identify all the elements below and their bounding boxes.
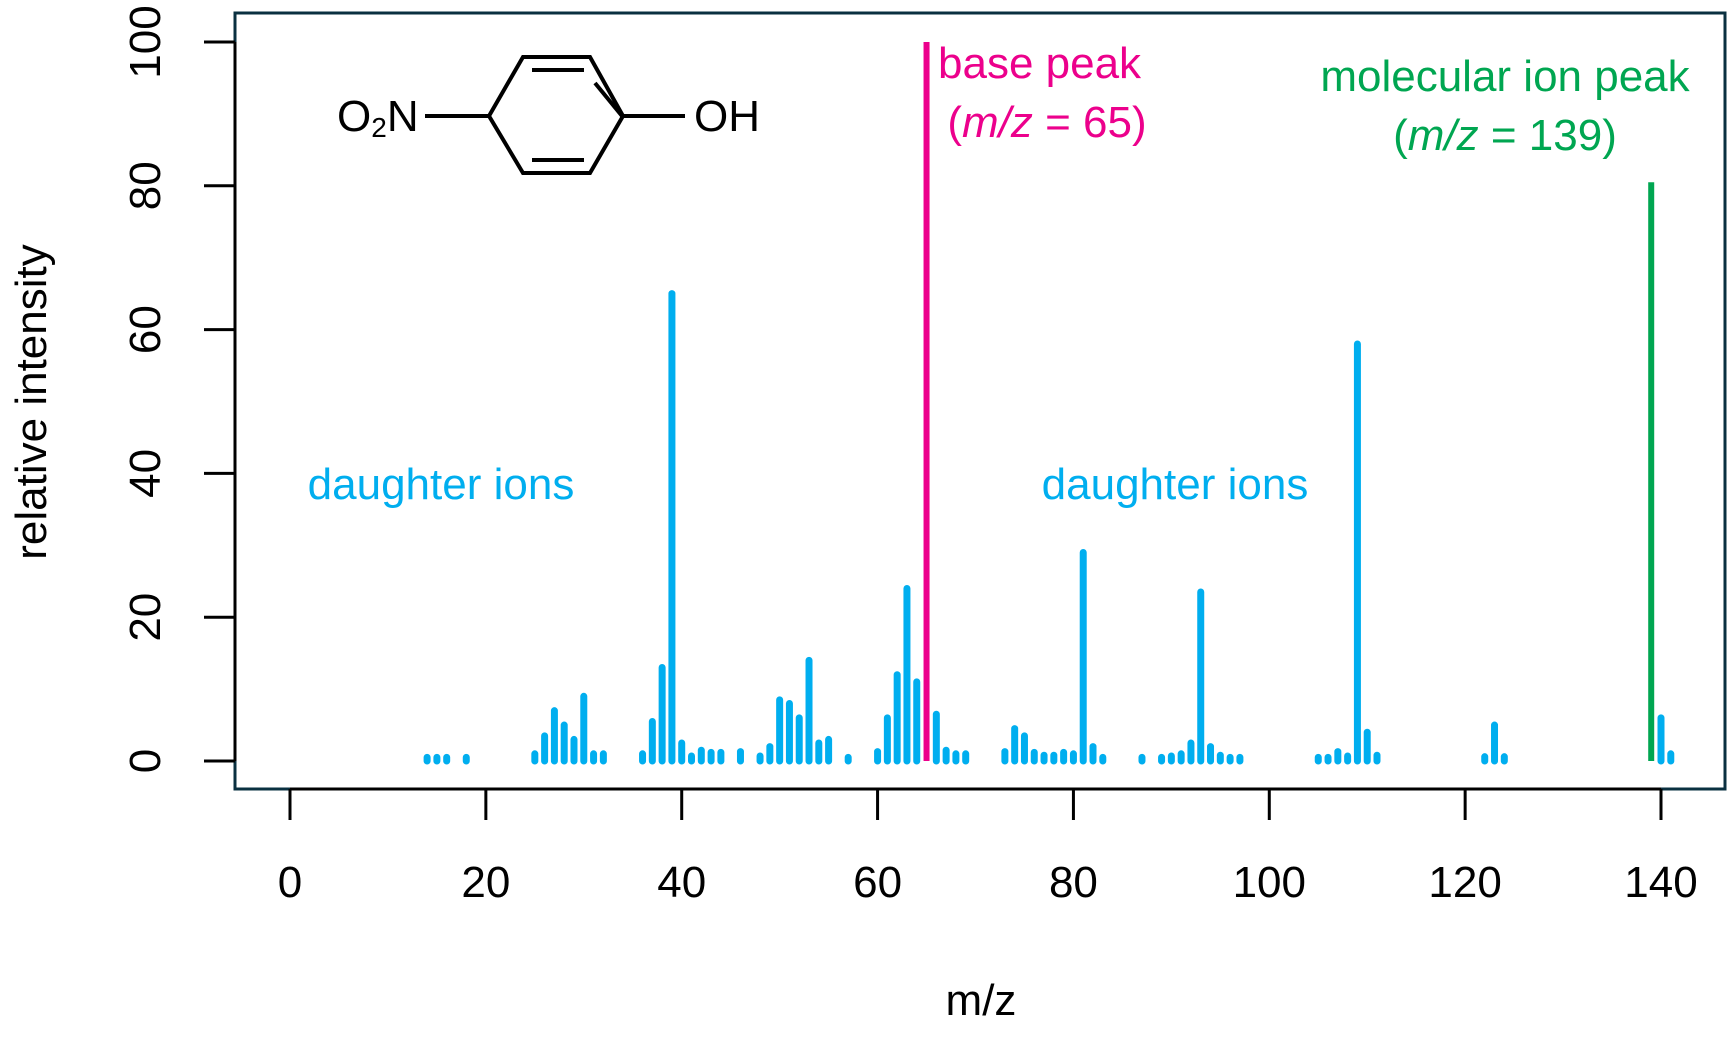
svg-text:base peak: base peak [938,39,1142,88]
x-tick-label: 20 [461,858,510,907]
daughter-ions-label-right: daughter ions [1042,460,1309,509]
x-tick-label: 120 [1428,858,1501,907]
x-axis: 0 20 40 60 80 100 120 140 [278,787,1698,907]
y-tick-label: 60 [121,305,170,354]
x-tick-label: 60 [853,858,902,907]
y-axis-label: relative intensity [7,244,56,559]
x-tick-label: 0 [278,858,302,907]
svg-text:molecular ion peak: molecular ion peak [1320,52,1690,101]
y-tick-label: 40 [121,449,170,498]
svg-text:(m/z = 65): (m/z = 65) [947,98,1146,147]
bars [423,42,1675,765]
molecular-ion-annotation: molecular ion peak (m/z = 139) [1320,52,1690,160]
base-peak-annotation: base peak (m/z = 65) [938,39,1147,147]
nitrophenol-structure [425,55,685,175]
x-tick-label: 40 [657,858,706,907]
y-axis: 0 20 40 60 80 100 [121,5,237,773]
x-tick-label: 80 [1049,858,1098,907]
x-axis-label: m/z [946,976,1017,1025]
daughter-ions-label-left: daughter ions [308,460,575,509]
y-tick-label: 80 [121,161,170,210]
x-tick-label: 140 [1624,858,1697,907]
x-tick-label: 100 [1233,858,1306,907]
svg-text:(m/z = 139): (m/z = 139) [1393,111,1617,160]
y-tick-label: 20 [121,593,170,642]
nitro-group-label: O2N [337,92,419,143]
hydroxyl-group-label: OH [694,92,760,141]
y-tick-label: 100 [121,5,170,78]
y-tick-label: 0 [121,749,170,773]
